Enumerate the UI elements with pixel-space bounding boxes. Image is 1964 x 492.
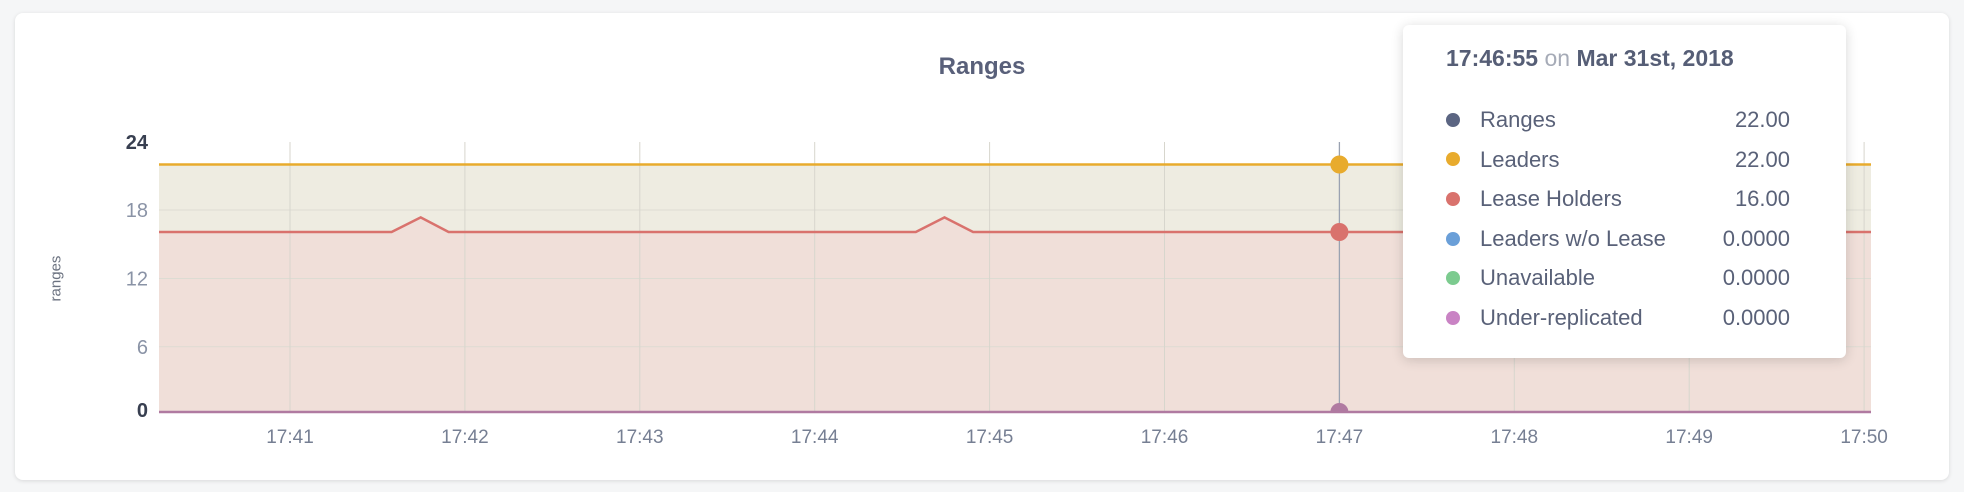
svg-text:6: 6 xyxy=(137,337,148,359)
svg-text:24: 24 xyxy=(126,132,149,154)
svg-text:17:47: 17:47 xyxy=(1316,427,1364,448)
svg-text:17:45: 17:45 xyxy=(966,427,1014,448)
svg-text:17:49: 17:49 xyxy=(1665,427,1713,448)
svg-text:17:41: 17:41 xyxy=(266,427,314,448)
svg-text:17:44: 17:44 xyxy=(791,427,839,448)
svg-text:17:50: 17:50 xyxy=(1840,427,1888,448)
svg-text:17:46: 17:46 xyxy=(1141,427,1189,448)
svg-text:17:43: 17:43 xyxy=(616,427,664,448)
svg-text:12: 12 xyxy=(126,269,148,291)
svg-text:17:42: 17:42 xyxy=(441,427,489,448)
svg-text:18: 18 xyxy=(126,200,148,222)
svg-text:0: 0 xyxy=(137,400,148,422)
svg-text:17:48: 17:48 xyxy=(1491,427,1539,448)
